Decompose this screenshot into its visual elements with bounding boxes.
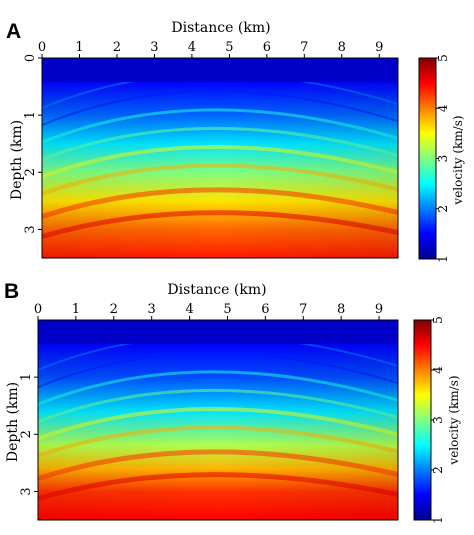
y-tick-group: 0 1 2 3	[23, 54, 42, 234]
x-tick-label: 7	[299, 302, 307, 317]
x-tick-label: 3	[150, 40, 158, 55]
colorbar-tick-label: 3	[436, 155, 450, 163]
x-tick-group: 0 1 2 3 4 5 6 7 8 9	[38, 40, 383, 58]
panel-label: B	[4, 280, 19, 303]
colorbar-tick-label: 1	[436, 255, 450, 263]
field-shading	[38, 320, 398, 520]
colorbar-tick-label: 4	[436, 104, 450, 112]
x-tick-label: 0	[38, 40, 46, 55]
colorbar-tick-label: 2	[436, 205, 450, 213]
x-tick-label: 2	[113, 40, 121, 55]
y-tick-label: 0	[23, 54, 38, 62]
velocity-heatmap	[41, 57, 399, 259]
x-tick-label: 9	[375, 40, 383, 55]
x-tick-label: 5	[223, 302, 231, 317]
x-tick-label: 5	[225, 40, 233, 55]
colorbar-tick-label: 4	[431, 366, 445, 374]
colorbar-tick-label: 5	[436, 54, 450, 62]
x-tick-label: 4	[185, 302, 193, 317]
panel-b: B Distance (km) Depth (km) 0 1 2 3 4 5 6 7 8 9 1 2…	[4, 280, 461, 524]
x-tick-group: 0 1 2 3 4 5 6 7 8 9	[34, 302, 383, 320]
y-axis-title: Depth (km)	[9, 120, 25, 200]
x-axis-title: Distance (km)	[171, 20, 270, 36]
colorbar-title: velocity (km/s)	[447, 375, 461, 465]
x-axis-title: Distance (km)	[167, 282, 266, 298]
plot-frame	[41, 57, 399, 259]
field-shading	[42, 58, 398, 258]
y-tick-label: 3	[23, 225, 38, 233]
x-tick-label: 3	[148, 302, 156, 317]
colorbar: 1 2 3 4 5 velocity (km/s)	[418, 54, 465, 263]
colorbar-ticks: 1 2 3 4 5	[431, 316, 445, 524]
x-tick-label: 6	[261, 302, 269, 317]
colorbar-scale	[418, 57, 437, 260]
y-tick-label: 1	[19, 373, 34, 381]
water-layer	[38, 320, 398, 344]
x-tick-label: 2	[110, 302, 118, 317]
x-tick-label: 7	[300, 40, 308, 55]
x-tick-label: 6	[263, 40, 271, 55]
y-axis-title: Depth (km)	[5, 382, 21, 462]
y-tick-group: 1 2 3	[19, 373, 38, 496]
plot-frame	[37, 319, 399, 521]
velocity-heatmap	[37, 319, 399, 521]
water-layer	[42, 58, 398, 82]
colorbar-scale	[413, 319, 432, 521]
colorbar: 1 2 3 4 5 velocity (km/s)	[413, 316, 461, 524]
colorbar-ticks: 1 2 3 4 5	[436, 54, 450, 263]
colorbar-tick-label: 2	[431, 466, 445, 474]
x-tick-label: 4	[188, 40, 196, 55]
y-tick-label: 2	[19, 430, 34, 438]
colorbar-title: velocity (km/s)	[451, 115, 465, 205]
y-tick-label: 3	[19, 487, 34, 495]
panel-a: A Distance (km) Depth (km) 0 1 2 3 4 5 6 7 8 9 0 1…	[6, 20, 465, 263]
x-tick-label: 1	[72, 302, 80, 317]
x-tick-label: 1	[75, 40, 83, 55]
x-tick-label: 8	[337, 302, 345, 317]
x-tick-label: 9	[375, 302, 383, 317]
x-tick-label: 0	[34, 302, 42, 317]
y-tick-label: 2	[23, 168, 38, 176]
panel-label: A	[6, 20, 21, 43]
y-tick-label: 1	[23, 111, 38, 119]
colorbar-tick-label: 1	[431, 516, 445, 524]
x-tick-label: 8	[338, 40, 346, 55]
colorbar-tick-label: 3	[431, 416, 445, 424]
colorbar-tick-label: 5	[431, 316, 445, 324]
